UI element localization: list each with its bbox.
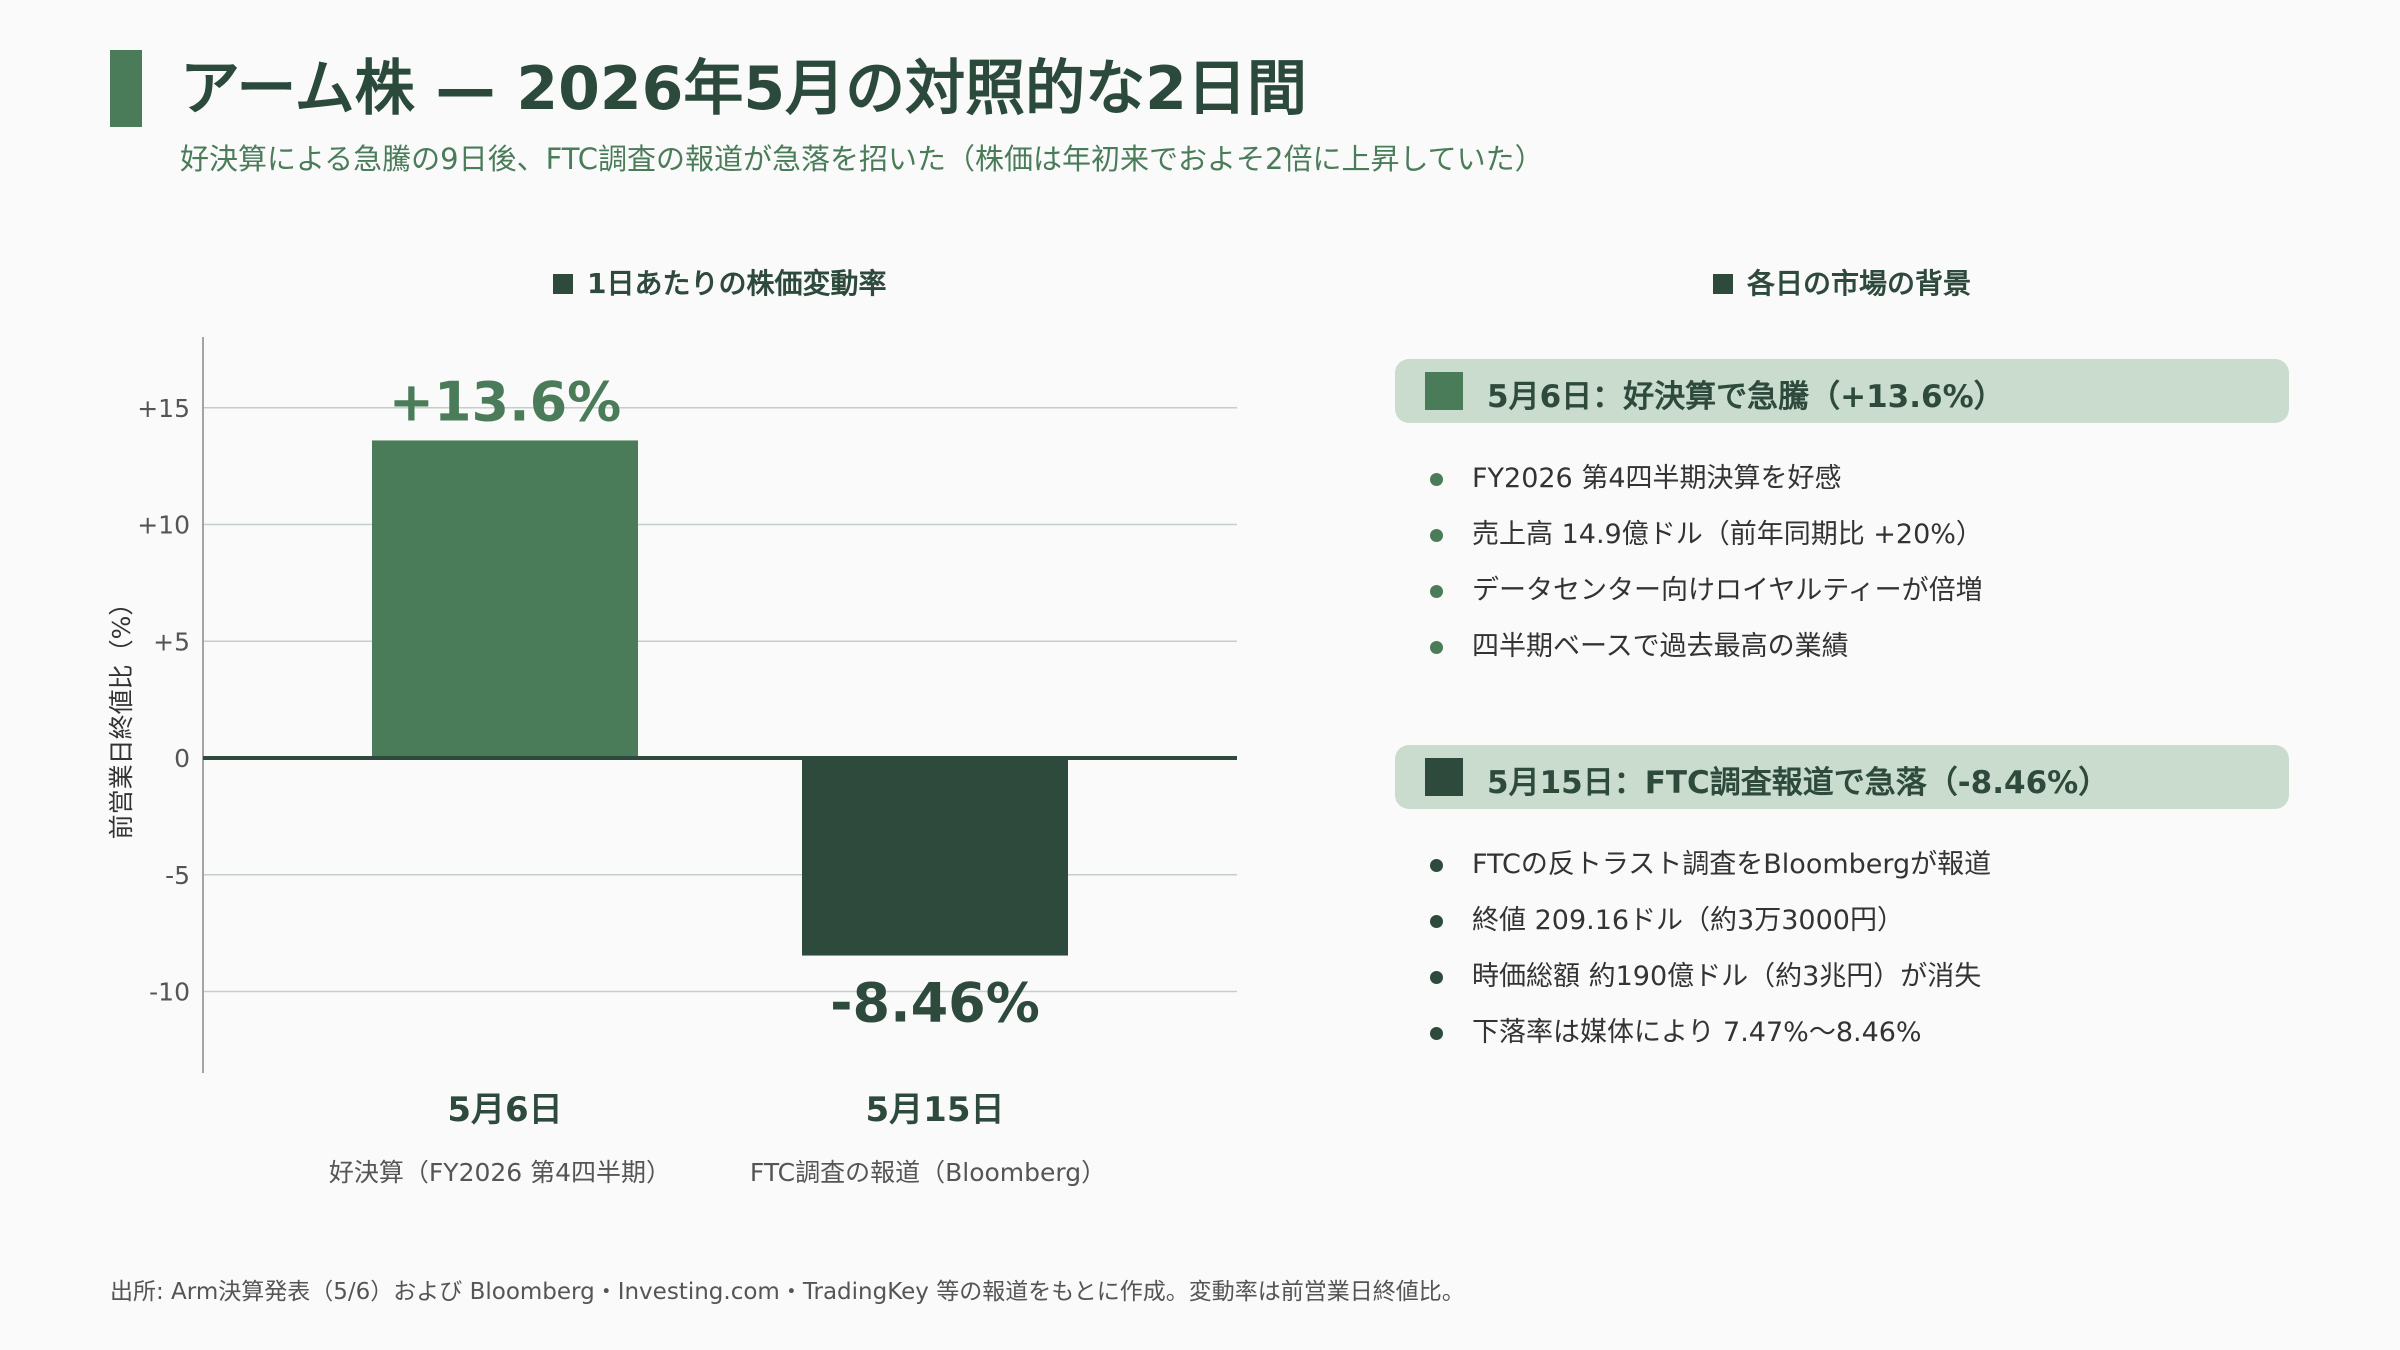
square-marker-icon — [553, 274, 573, 294]
chart-section-heading: 1日あたりの株価変動率 — [553, 262, 886, 302]
bullet-text: 下落率は媒体により 7.47%〜8.46% — [1472, 1017, 1922, 1048]
panel-header-may6: 5月6日：好決算で急騰（+13.6%） — [1395, 359, 2289, 423]
y-tick-label: +15 — [137, 394, 190, 423]
y-tick-label: +10 — [137, 511, 190, 540]
list-item: 終値 209.16ドル（約3万3000円） — [1430, 893, 1991, 949]
bullet-text: FY2026 第4四半期決算を好感 — [1472, 463, 1842, 494]
bullet-text: 売上高 14.9億ドル（前年同期比 +20%） — [1472, 519, 1983, 550]
y-axis-title: 前営業日終値比（%） — [107, 590, 136, 840]
y-tick-label: +5 — [153, 627, 190, 656]
list-item: 四半期ベースで過去最高の業績 — [1430, 619, 1983, 675]
bullet-text: 時価総額 約190億ドル（約3兆円）が消失 — [1472, 961, 1982, 992]
bullet-text: FTCの反トラスト調査をBloombergが報道 — [1472, 849, 1992, 880]
bullet-dot-icon — [1430, 641, 1443, 654]
list-item: FTCの反トラスト調査をBloombergが報道 — [1430, 837, 1991, 893]
square-marker-icon — [1713, 274, 1733, 294]
bullet-dot-icon — [1430, 1027, 1443, 1040]
y-tick-label: 0 — [174, 744, 190, 773]
y-tick-label: -5 — [165, 861, 190, 890]
panel-title-may15: 5月15日：FTC調査報道で急落（-8.46%） — [1487, 765, 2110, 801]
list-item: 下落率は媒体により 7.47%〜8.46% — [1430, 1005, 1991, 1061]
panel-title-may6: 5月6日：好決算で急騰（+13.6%） — [1487, 379, 2005, 415]
bullet-list-may15: FTCの反トラスト調査をBloombergが報道 終値 209.16ドル（約3万… — [1430, 837, 1991, 1061]
list-item: FY2026 第4四半期決算を好感 — [1430, 451, 1983, 507]
page-title: アーム株 — 2026年5月の対照的な2日間 — [180, 54, 1307, 124]
category-label-may15: 5月15日 — [865, 1090, 1005, 1130]
source-footnote: 出所: Arm決算発表（5/6）および Bloomberg・Investing.… — [110, 1279, 1465, 1305]
context-section-heading-text: 各日の市場の背景 — [1747, 267, 1972, 300]
square-marker-icon — [1425, 758, 1463, 796]
category-sub-may6: 好決算（FY2026 第4四半期） — [328, 1158, 672, 1187]
bullet-dot-icon — [1430, 971, 1443, 984]
bullet-text: データセンター向けロイヤルティーが倍増 — [1472, 575, 1983, 606]
list-item: データセンター向けロイヤルティーが倍増 — [1430, 563, 1983, 619]
bullet-text: 四半期ベースで過去最高の業績 — [1472, 631, 1849, 662]
list-item: 売上高 14.9億ドル（前年同期比 +20%） — [1430, 507, 1983, 563]
bullet-list-may6: FY2026 第4四半期決算を好感 売上高 14.9億ドル（前年同期比 +20%… — [1430, 451, 1983, 675]
bullet-dot-icon — [1430, 915, 1443, 928]
chart-section-heading-text: 1日あたりの株価変動率 — [587, 267, 887, 300]
title-accent-bar — [110, 50, 142, 127]
bullet-dot-icon — [1430, 473, 1443, 486]
bullet-text: 終値 209.16ドル（約3万3000円） — [1472, 905, 1904, 936]
category-sub-may15: FTC調査の報道（Bloomberg） — [749, 1158, 1107, 1187]
y-tick-label: -10 — [149, 978, 190, 1007]
bullet-dot-icon — [1430, 585, 1443, 598]
bar-may15 — [802, 758, 1068, 956]
context-section-heading: 各日の市場の背景 — [1713, 262, 1971, 302]
bullet-dot-icon — [1430, 859, 1443, 872]
bullet-dot-icon — [1430, 529, 1443, 542]
category-label-may6: 5月6日 — [447, 1090, 563, 1130]
bar-may6 — [372, 440, 638, 758]
page-subtitle: 好決算による急騰の9日後、FTC調査の報道が急落を招いた（株価は年初来でおよそ2… — [180, 142, 1544, 176]
list-item: 時価総額 約190億ドル（約3兆円）が消失 — [1430, 949, 1991, 1005]
square-marker-icon — [1425, 372, 1463, 410]
panel-header-may15: 5月15日：FTC調査報道で急落（-8.46%） — [1395, 745, 2289, 809]
data-label-may6: +13.6% — [389, 370, 622, 433]
data-label-may15: -8.46% — [830, 972, 1040, 1035]
